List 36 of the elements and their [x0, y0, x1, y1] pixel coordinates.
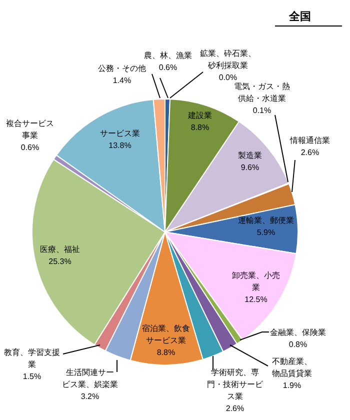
slice-label: サービス業 — [100, 129, 140, 138]
data-label: 1.5% — [22, 372, 42, 381]
data-label: 12.5% — [244, 295, 268, 304]
data-label: 25.3% — [48, 257, 72, 266]
slice-label: 電気・ガス・熱供給・水道業 — [234, 82, 290, 103]
slice-label: 卸売業、小売業 — [232, 271, 280, 292]
data-label: 0.6% — [158, 63, 178, 72]
category-label: 鉱業、砕石業、砂利採取業 — [200, 49, 256, 70]
data-label: 0.6% — [20, 143, 40, 152]
slice-label: 宿泊業、飲食サービス業 — [142, 324, 190, 345]
data-label: 0.1% — [252, 106, 272, 115]
data-label: 3.2% — [80, 392, 100, 401]
data-label: 2.6% — [226, 404, 244, 413]
slice-label: 運輸業、郵便業 — [238, 216, 294, 225]
data-label: 1.4% — [112, 76, 132, 85]
data-label: 9.6% — [240, 163, 260, 172]
data-label: 8.8% — [156, 348, 176, 357]
slice-label: 製造業 — [238, 151, 262, 160]
slice-label: 複合サービス事業 — [6, 119, 54, 140]
slice-label: 金融業、保険業 — [270, 328, 326, 337]
data-label: 13.8% — [108, 141, 132, 150]
slice-label: 不動産業、物品賃貸業 — [272, 357, 312, 378]
slice-label: 医療、福祉 — [40, 245, 80, 254]
data-label: 8.8% — [190, 123, 210, 132]
slice-label: 農、林、漁業 — [144, 51, 192, 60]
slice-label: 情報通信業 — [289, 136, 330, 145]
data-label: 5.9% — [256, 228, 276, 237]
data-label: 2.6% — [300, 148, 320, 157]
chart-title: 全国 — [288, 10, 311, 23]
data-label: 1.9% — [282, 381, 302, 390]
text: 0.0% — [218, 73, 238, 82]
slice-label: 建設業 — [187, 111, 212, 120]
data-label: 0.8% — [288, 340, 308, 349]
slice-label: 公務・その他 — [98, 64, 146, 73]
slice-label: 生活関連サービス業、娯楽業 — [62, 368, 118, 389]
slice-label: 教育、学習支援業 — [4, 348, 60, 369]
